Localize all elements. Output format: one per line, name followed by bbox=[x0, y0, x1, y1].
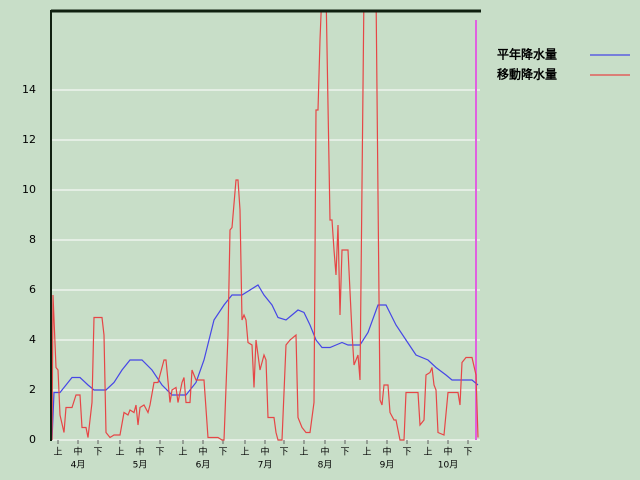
plot-area bbox=[52, 10, 479, 441]
x-tick-label: 中 bbox=[198, 446, 207, 458]
x-tick-label: 上 bbox=[178, 447, 187, 458]
x-tick-label: 中 bbox=[320, 446, 329, 458]
x-tick-label: 下 bbox=[155, 448, 164, 458]
y-tick-label: 14 bbox=[22, 83, 36, 96]
x-tick-label: 上 bbox=[240, 447, 249, 458]
legend-label: 平年降水量 bbox=[497, 47, 557, 62]
x-tick-label: 中 bbox=[73, 446, 82, 458]
y-tick-label: 4 bbox=[29, 333, 36, 346]
x-tick-label: 上 bbox=[53, 447, 62, 458]
series-line bbox=[52, 10, 479, 441]
y-tick-label: 8 bbox=[29, 233, 36, 246]
y-tick-label: 2 bbox=[29, 383, 36, 396]
x-tick-label: 上 bbox=[299, 447, 308, 458]
x-tick-label: 上 bbox=[423, 447, 432, 458]
x-tick-label: 上 bbox=[115, 447, 124, 458]
grid bbox=[52, 89, 480, 444]
x-tick-label: 中 bbox=[135, 446, 144, 458]
month-label: 7月 bbox=[258, 460, 273, 471]
x-tick-label: 下 bbox=[279, 448, 288, 458]
y-tick-label: 10 bbox=[22, 183, 36, 196]
x-tick-label: 中 bbox=[260, 446, 269, 458]
x-tick-label: 下 bbox=[218, 448, 227, 458]
month-label: 4月 bbox=[71, 460, 86, 471]
month-label: 9月 bbox=[380, 460, 395, 471]
legend-label: 移動降水量 bbox=[497, 67, 557, 82]
x-tick-label: 上 bbox=[362, 447, 371, 458]
month-label: 5月 bbox=[133, 460, 148, 471]
x-tick-label: 中 bbox=[443, 446, 452, 458]
month-label: 8月 bbox=[318, 460, 333, 471]
y-tick-label: 12 bbox=[22, 133, 36, 146]
y-tick-label: 0 bbox=[29, 433, 36, 446]
x-tick-label: 中 bbox=[382, 446, 391, 458]
x-tick-label: 下 bbox=[402, 448, 411, 458]
y-tick-label: 6 bbox=[29, 283, 36, 296]
series-line bbox=[52, 284, 479, 441]
x-tick-label: 下 bbox=[340, 448, 349, 458]
month-label: 10月 bbox=[438, 460, 458, 471]
x-tick-label: 下 bbox=[93, 448, 102, 458]
labels: 02468101214上中下上中下上中下上中下上中下上中下上中下4月 5月 6月 7月… bbox=[22, 47, 630, 471]
x-tick-label: 下 bbox=[463, 448, 472, 458]
month-label: 6月 bbox=[196, 460, 211, 471]
